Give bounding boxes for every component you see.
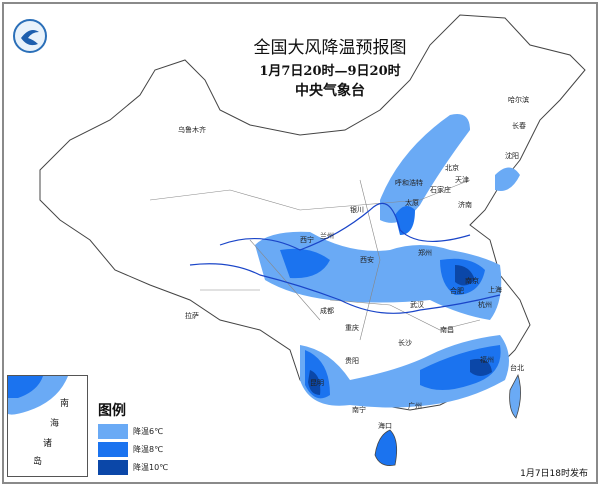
- legend-title: 图例: [98, 403, 126, 419]
- city-label: 福州: [480, 355, 494, 364]
- issue-time: 1月7日18时发布: [520, 469, 588, 479]
- city-label: 昆明: [310, 379, 324, 387]
- city-label: 重庆: [345, 323, 359, 332]
- cma-logo-icon: [13, 19, 47, 53]
- legend: 图例 降温6℃ 降温8℃ 降温10℃: [98, 400, 168, 477]
- city-label: 石家庄: [430, 185, 451, 194]
- inset-label-hai: 海: [50, 417, 59, 429]
- china-outline: [39, 14, 586, 411]
- city-label: 太原: [405, 198, 419, 207]
- legend-item-6: 降温6℃: [98, 423, 168, 440]
- city-label: 呼和浩特: [395, 178, 423, 187]
- city-label: 郑州: [418, 249, 432, 257]
- city-label: 乌鲁木齐: [178, 125, 206, 134]
- city-label: 海口: [378, 421, 392, 430]
- city-label: 沈阳: [505, 151, 519, 160]
- hainan-island: [374, 429, 398, 466]
- city-label: 杭州: [478, 300, 492, 309]
- city-label: 济南: [458, 200, 472, 209]
- city-label: 广州: [408, 401, 422, 410]
- city-label: 拉萨: [185, 311, 199, 320]
- map-title: 全国大风降温预报图: [253, 38, 407, 58]
- cooling-10-region: [308, 265, 492, 395]
- south-china-sea-inset: 南 海 诸 岛: [7, 375, 88, 477]
- city-label: 兰州: [320, 231, 334, 240]
- city-label: 北京: [445, 163, 459, 172]
- city-label: 南宁: [352, 405, 366, 414]
- city-label: 银川: [350, 205, 364, 214]
- inset-map: 南 海 诸 岛: [8, 376, 69, 467]
- city-label: 武汉: [410, 300, 424, 309]
- taiwan-island: [509, 373, 521, 419]
- legend-label: 降温10℃: [133, 463, 169, 472]
- city-label: 台北: [510, 363, 524, 372]
- city-label: 成都: [320, 306, 334, 315]
- legend-swatch: [98, 460, 128, 475]
- cooling-8-region-center: [280, 248, 330, 279]
- city-label: 哈尔滨: [508, 95, 529, 104]
- cooling-6-region-south: [300, 335, 509, 408]
- city-label: 长春: [512, 121, 526, 130]
- cooling-6-region-ne: [495, 167, 520, 191]
- city-label: 贵阳: [345, 356, 359, 365]
- yellow-river: [219, 202, 471, 251]
- city-label: 西宁: [300, 235, 314, 244]
- legend-swatch: [98, 442, 128, 457]
- forecast-period: 1月7日20时—9日20时: [259, 64, 401, 79]
- legend-label: 降温6℃: [133, 427, 164, 436]
- city-label: 南昌: [440, 325, 454, 334]
- inset-label-zhu: 诸: [43, 438, 52, 449]
- city-label: 南京: [465, 276, 479, 285]
- city-label: 合肥: [450, 286, 464, 295]
- issuer: 中央气象台: [295, 83, 365, 99]
- city-label: 天津: [455, 176, 469, 184]
- city-label: 西安: [360, 255, 374, 264]
- city-label: 长沙: [398, 338, 412, 347]
- legend-item-10: 降温10℃: [98, 459, 168, 476]
- legend-item-8: 降温8℃: [98, 441, 168, 458]
- inset-label-dao: 岛: [33, 455, 42, 467]
- legend-swatch: [98, 424, 128, 439]
- cooling-8-region-south: [305, 345, 501, 399]
- cooling-6-region-north: [380, 114, 470, 223]
- legend-label: 降温8℃: [133, 445, 164, 454]
- inset-label-nan: 南: [60, 397, 69, 409]
- yangtze-river: [189, 263, 501, 314]
- city-label: 上海: [488, 285, 502, 294]
